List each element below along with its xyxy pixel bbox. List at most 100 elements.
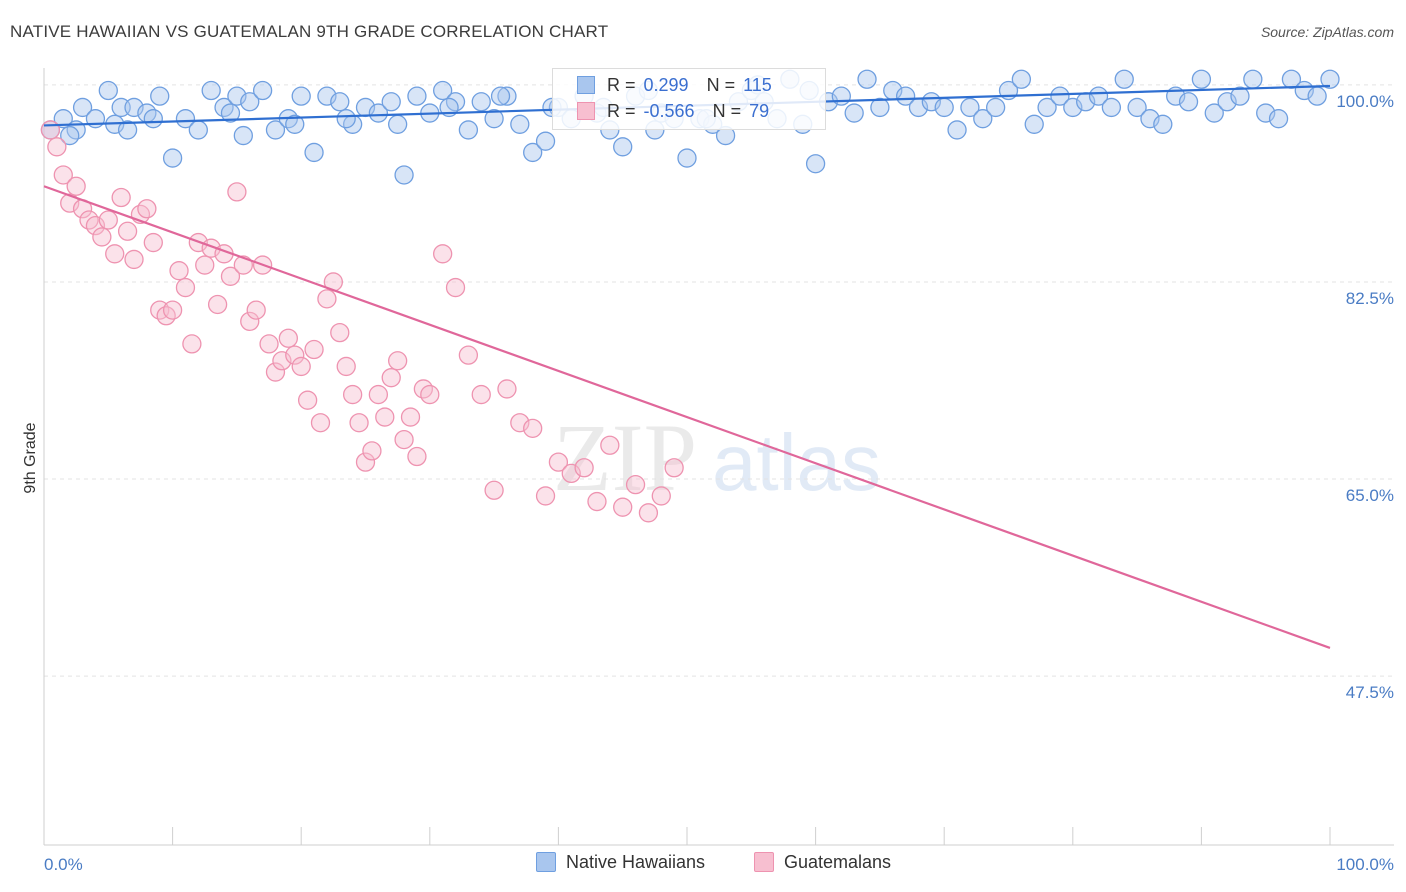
native-hawaiian-point-23 [304,142,324,163]
native-hawaiian-point-66 [857,69,877,89]
watermark-zip: ZIP [553,404,697,511]
guatemalan-point-26 [207,294,228,315]
series-guatemalans-points [40,120,684,523]
native-hawaiian-point-106 [220,103,241,123]
guatemalan-point-0 [40,120,61,140]
guatemalan-point-16 [143,232,163,253]
guatemalan-point-46 [336,356,356,377]
guatemalan-point-20 [169,261,189,281]
y-tick-label-2: 65.0% [1346,486,1394,505]
native-hawaiian-point-39 [510,114,530,134]
guatemalan-point-59 [420,384,440,405]
guatemalan-point-60 [433,244,453,264]
native-hawaiian-point-111 [490,86,511,106]
native-hawaiian-point-67 [870,97,890,118]
native-hawaiian-point-72 [934,97,954,118]
native-hawaiian-point-5 [98,80,118,101]
legend-n-label: N = [706,75,736,95]
native-hawaiian-point-64 [831,86,851,106]
guatemalan-point-74 [613,497,633,517]
native-hawaiian-point-89 [1153,114,1173,134]
gridlines [44,84,1394,677]
y-axis-label: 9th Grade [22,422,39,493]
guatemalan-point-42 [310,413,331,433]
guatemalan-point-34 [259,334,279,354]
guatemalan-point-21 [175,277,196,298]
y-tick-label-0: 100.0% [1336,92,1394,111]
native-hawaiian-point-95 [1230,86,1250,106]
native-hawaiian-point-69 [895,86,916,106]
native-hawaiian-point-78 [1011,69,1032,89]
native-hawaiian-point-81 [1050,86,1070,106]
native-hawaiian-point-38 [497,86,517,106]
stats-legend: R = 0.299 N = 115 R = -0.566 N = 79 [552,68,826,130]
guatemalan-point-15 [137,199,157,219]
native-hawaiian-point-30 [394,165,414,185]
native-hawaiian-point-92 [1191,69,1212,89]
guatemalan-point-65 [497,379,517,399]
guatemalan-point-78 [664,458,684,478]
guatemalan-point-22 [182,334,202,354]
native-hawaiian-point-101 [1307,86,1327,106]
bottom-legend-label: Native Hawaiians [566,852,706,872]
native-hawaiian-point-79 [1024,114,1044,134]
native-hawaiian-point-73 [947,120,967,140]
native-hawaiian-point-35 [458,120,479,140]
native-hawaiian-point-98 [1268,109,1289,129]
guatemalan-point-61 [445,277,466,298]
native-hawaiian-point-62 [805,154,826,174]
guatemalan-point-62 [458,345,479,365]
native-hawaiian-point-75 [973,109,993,129]
native-hawaiian-point-93 [1204,103,1224,123]
guatemalan-point-71 [574,458,594,478]
native-hawaiian-point-108 [336,109,356,129]
native-hawaiian-point-12 [175,109,196,129]
native-hawaiian-point-1 [53,109,73,129]
guatemalan-point-53 [381,368,401,388]
native-hawaiian-point-29 [381,92,401,112]
native-hawaiian-point-28 [368,103,389,123]
x-tick-label-0: 0.0% [44,855,83,874]
native-hawaiian-point-41 [535,131,556,151]
watermark: ZIP atlas [553,404,881,511]
guatemalan-point-9 [98,210,118,230]
guatemalan-point-57 [407,446,427,467]
guatemalan-point-12 [117,221,138,241]
native-hawaiian-point-74 [960,97,980,118]
legend-n-value: 115 [743,75,772,95]
guatemalan-point-50 [362,441,382,461]
axes [43,68,1394,846]
guatemalan-point-8 [92,227,112,247]
native-hawaiian-point-109 [387,114,408,134]
native-hawaiian-point-91 [1178,92,1199,112]
guatemalan-point-56 [400,407,421,427]
guatemalan-point-55 [394,429,414,450]
native-hawaiian-point-25 [330,92,350,112]
native-hawaiian-point-11 [162,148,183,168]
native-hawaiian-point-87 [1127,97,1147,118]
native-hawaiian-point-10 [150,86,170,106]
native-hawaiian-point-20 [265,120,286,140]
guatemalan-point-13 [124,249,144,270]
guatemalan-point-1 [47,137,67,157]
native-hawaiian-point-36 [471,92,491,112]
bottom-legend-guatemalans[interactable]: Guatemalans [754,852,891,873]
guatemalan-point-32 [246,300,266,320]
native-hawaiian-point-96 [1243,69,1263,89]
legend-row-native-hawaiians: R = 0.299 N = 115 [577,75,772,101]
guatemalan-point-10 [105,244,125,264]
bottom-legend-native-hawaiians[interactable]: Native Hawaiians [536,852,705,873]
guatemalan-point-41 [304,339,324,360]
native-hawaiian-point-102 [1320,69,1340,89]
legend-swatch-pink [577,102,595,120]
native-hawaiian-point-86 [1114,69,1134,89]
legend-n-label: N = [712,101,742,121]
native-hawaiian-point-14 [201,80,221,101]
watermark-atlas: atlas [712,418,881,507]
native-hawaiian-point-85 [1101,97,1122,118]
chart-title: NATIVE HAWAIIAN VS GUATEMALAN 9TH GRADE … [10,22,609,41]
native-hawaiian-point-47 [613,137,633,157]
guatemalan-point-31 [240,311,260,332]
native-hawaiian-point-76 [985,97,1006,118]
